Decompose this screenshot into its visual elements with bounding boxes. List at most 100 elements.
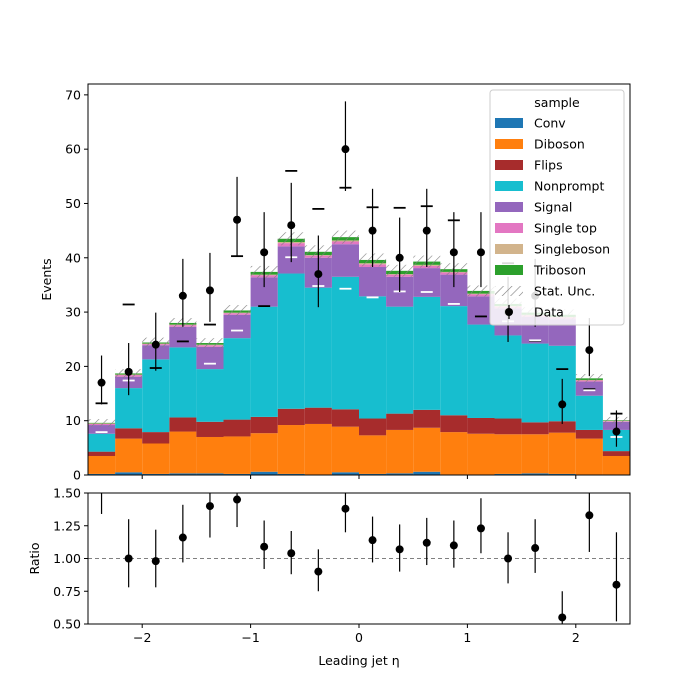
ratio-y-tick-label-3: 1.25: [53, 518, 81, 533]
bar-nonprompt-18: [575, 395, 603, 430]
ratio-point-17: [558, 613, 567, 622]
ratio-y-tick-label-0: 0.50: [53, 617, 81, 632]
y-tick-label-3: 30: [65, 305, 81, 320]
legend-label-2: Flips: [534, 158, 563, 173]
stat-unc-5: [223, 305, 251, 316]
bar-flips-9: [331, 409, 359, 427]
ratio-y-tick-label-1: 0.75: [53, 584, 81, 599]
bar-conv-2: [142, 473, 170, 475]
bar-conv-6: [250, 471, 278, 475]
stat-unc-18: [575, 373, 603, 383]
bar-diboson-3: [169, 431, 197, 474]
ratio-point-15: [504, 554, 513, 563]
legend-label-data: Data: [534, 305, 564, 320]
data-point-18: [585, 346, 594, 355]
bar-flips-5: [223, 419, 251, 437]
bar-diboson-12: [413, 427, 441, 472]
data-point-10: [368, 226, 377, 235]
bar-diboson-19: [602, 455, 630, 475]
stat-unc-14: [467, 285, 495, 297]
ratio-point-16: [531, 544, 540, 553]
ratio-point-11: [395, 545, 404, 554]
data-point-17: [558, 400, 567, 409]
bar-signal-9: [331, 244, 359, 277]
bar-flips-14: [467, 417, 495, 434]
bar-nonprompt-8: [304, 287, 332, 408]
ratio-point-8: [314, 567, 323, 576]
ratio-y-tick-label-4: 1.50: [53, 486, 81, 501]
ratio-y-tick-label-2: 1.00: [53, 551, 81, 566]
stacked-bars: [88, 237, 630, 475]
bar-conv-7: [277, 473, 305, 475]
ratio-points: [100, 493, 621, 624]
ratio-point-9: [341, 504, 350, 513]
legend-swatch-0: [495, 118, 523, 128]
y-tick-label-5: 50: [65, 196, 81, 211]
legend-swatch-1: [495, 139, 523, 149]
bar-flips-17: [548, 421, 576, 433]
data-point-5: [233, 215, 242, 224]
bar-flips-15: [494, 418, 522, 435]
bar-conv-1: [115, 472, 143, 475]
bar-nonprompt-7: [277, 273, 305, 409]
y-tick-label-4: 40: [65, 250, 81, 265]
bar-nonprompt-3: [169, 347, 197, 418]
bar-flips-19: [602, 451, 630, 456]
x-tick-label-4: 2: [572, 630, 580, 645]
data-point-0: [97, 378, 106, 387]
bar-signal-4: [196, 346, 224, 370]
bar-conv-0: [88, 473, 116, 475]
bar-nonprompt-9: [331, 276, 359, 410]
stat-unc-0: [88, 419, 116, 427]
x-tick-label-0: −2: [133, 630, 151, 645]
bar-diboson-14: [467, 433, 495, 475]
legend-swatch-7: [495, 265, 523, 275]
bar-nonprompt-16: [521, 343, 549, 423]
legend-label-7: Triboson: [533, 263, 586, 278]
bar-conv-17: [548, 473, 576, 475]
bar-flips-4: [196, 421, 224, 437]
data-point-2: [151, 340, 160, 349]
bar-nonprompt-10: [359, 296, 387, 419]
data-point-3: [178, 291, 187, 300]
bar-signal-5: [223, 314, 251, 339]
bar-nonprompt-5: [223, 338, 251, 420]
data-point-13: [449, 248, 458, 257]
bar-nonprompt-11: [386, 306, 414, 414]
legend-swatch-2: [495, 160, 523, 170]
data-point-9: [341, 145, 350, 154]
data-point-4: [205, 286, 214, 295]
legend-title: sample: [534, 95, 580, 110]
y-tick-label-1: 10: [65, 413, 81, 428]
x-axis-label: Leading jet η: [318, 653, 399, 668]
ratio-point-10: [368, 536, 377, 545]
legend-data-marker: [505, 308, 513, 316]
legend-label-4: Signal: [534, 200, 572, 215]
bar-flips-8: [304, 407, 332, 424]
bar-diboson-6: [250, 433, 278, 472]
ratio-point-4: [205, 502, 214, 511]
legend-swatch-6: [495, 244, 523, 254]
legend: sample Conv Diboson Flips Nonprompt Signal Sin…: [489, 89, 625, 326]
ratio-point-3: [178, 533, 187, 542]
data-point-6: [260, 248, 269, 257]
data-point-11: [395, 253, 404, 262]
legend-label-6: Singleboson: [534, 242, 610, 257]
bar-diboson-8: [304, 423, 332, 475]
bar-signal-0: [88, 425, 116, 434]
y-tick-label-2: 20: [65, 359, 81, 374]
main-axes: 0 10 20 30 40 50 60 70: [65, 87, 577, 483]
bar-conv-4: [196, 473, 224, 475]
legend-swatch-4: [495, 202, 523, 212]
ratio-point-19: [612, 580, 621, 589]
legend-label-stat-unc: Stat. Unc.: [534, 284, 595, 299]
bar-nonprompt-14: [467, 324, 495, 418]
ratio-point-12: [422, 538, 431, 547]
bar-diboson-11: [386, 429, 414, 474]
bar-conv-16: [521, 473, 549, 475]
bar-flips-13: [440, 415, 468, 433]
bar-flips-18: [575, 429, 603, 439]
bar-nonprompt-4: [196, 369, 224, 422]
bar-nonprompt-15: [494, 335, 522, 419]
